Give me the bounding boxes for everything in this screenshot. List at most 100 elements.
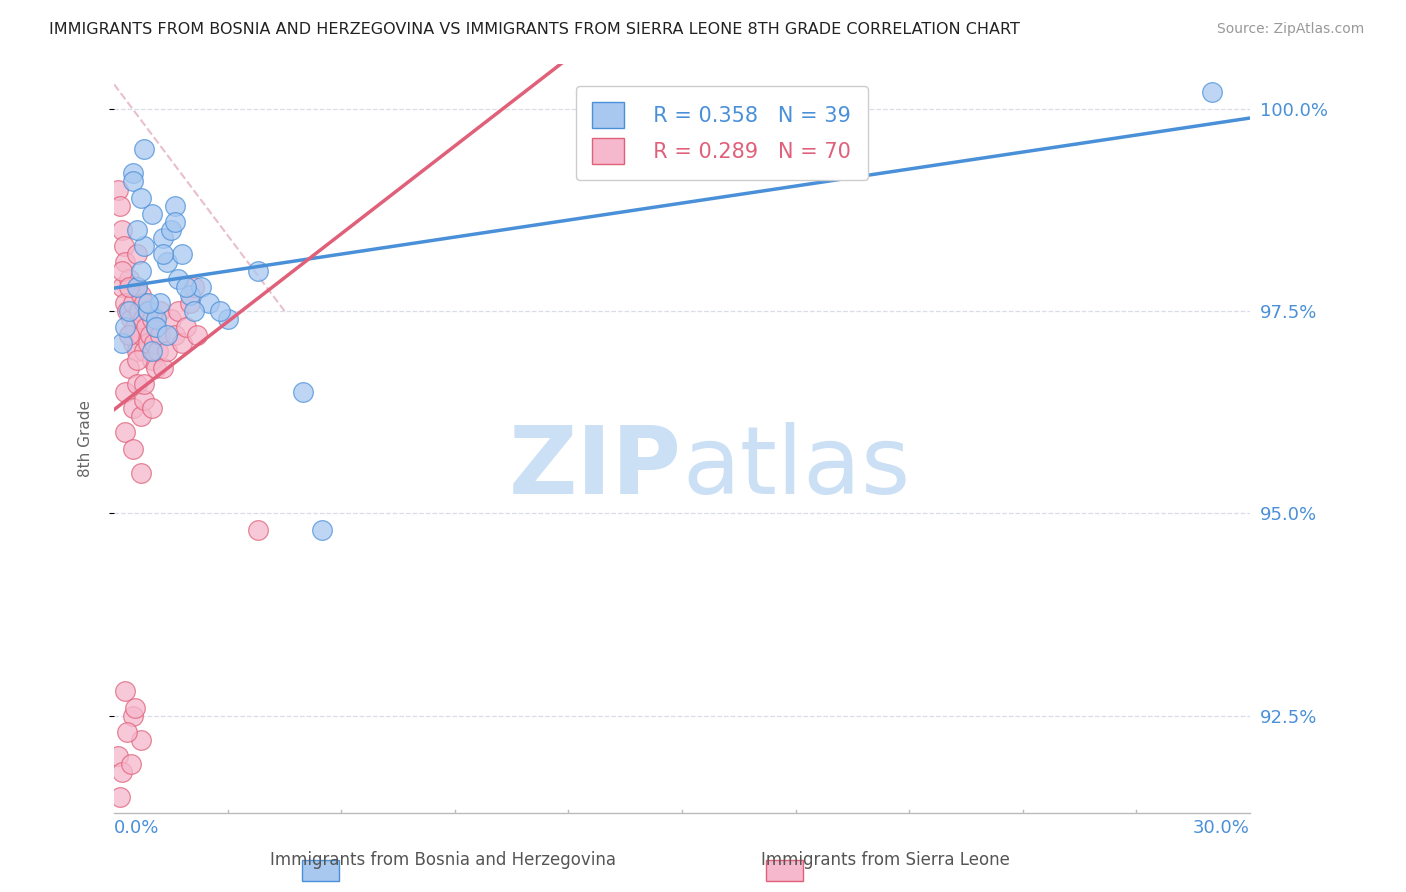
Point [111,336,134,351]
Point [129,409,152,424]
Point [134,142,156,156]
Point [148,296,170,310]
Point [114,255,136,269]
Point [131,312,153,326]
Point [160,223,183,237]
Point [172,247,194,261]
Point [803,110,825,124]
Point [108,789,131,804]
Point [107,182,129,196]
Point [163,328,186,343]
Y-axis label: 8th Grade: 8th Grade [79,400,93,477]
Point [174,320,197,334]
Point [136,304,159,318]
Point [124,700,146,714]
Point [146,344,169,359]
Point [145,360,167,375]
Point [120,312,142,326]
Point [118,360,141,375]
Text: 30.0%: 30.0% [1194,820,1250,838]
Point [141,207,163,221]
Point [128,304,150,318]
Point [129,287,152,301]
Point [125,352,148,367]
Point [112,239,135,253]
Text: atlas: atlas [682,423,910,515]
Point [129,466,152,480]
Point [179,287,201,301]
Point [1201,86,1223,100]
Point [118,271,141,285]
Point [152,231,174,245]
Point [217,312,239,326]
Point [108,199,131,213]
Text: Immigrants from Sierra Leone: Immigrants from Sierra Leone [761,851,1011,869]
Point [134,239,156,253]
Point [186,328,208,343]
Point [292,384,315,399]
Point [172,336,194,351]
Text: 0.0%: 0.0% [114,820,159,838]
Point [122,166,145,180]
Point [114,684,136,698]
Point [156,344,179,359]
Point [114,384,136,399]
Point [167,304,190,318]
Point [152,247,174,261]
Point [135,320,157,334]
Point [107,749,129,764]
Point [141,401,163,416]
Point [111,279,134,293]
Point [124,320,146,334]
Point [139,328,162,343]
Point [129,263,152,277]
Point [142,336,165,351]
Point [167,271,190,285]
Point [136,336,159,351]
Point [190,279,212,293]
Point [141,352,163,367]
Point [311,523,333,537]
Point [145,320,167,334]
Point [156,328,179,343]
Point [122,336,145,351]
Point [148,304,170,318]
Point [160,312,183,326]
Point [246,523,269,537]
Point [129,328,152,343]
Point [174,279,197,293]
Point [122,401,145,416]
Point [111,263,134,277]
Point [111,765,134,780]
Point [125,247,148,261]
Point [125,376,148,391]
Text: ZIP: ZIP [509,423,682,515]
Legend:   R = 0.358   N = 39,   R = 0.289   N = 70: R = 0.358 N = 39, R = 0.289 N = 70 [575,86,868,180]
Point [197,296,219,310]
Point [129,191,152,205]
Point [118,328,141,343]
Point [118,304,141,318]
Point [122,296,145,310]
Point [111,223,134,237]
Point [122,708,145,723]
Point [125,279,148,293]
Point [114,296,136,310]
Point [209,304,232,318]
Point [134,296,156,310]
Point [163,199,186,213]
Text: Immigrants from Bosnia and Herzegovina: Immigrants from Bosnia and Herzegovina [270,851,616,869]
Point [125,279,148,293]
Point [125,223,148,237]
Point [114,320,136,334]
Text: Source: ZipAtlas.com: Source: ZipAtlas.com [1216,22,1364,37]
Point [120,757,142,772]
Point [145,320,167,334]
Point [122,442,145,456]
Point [117,725,139,739]
Point [156,255,179,269]
Point [134,392,156,407]
Point [152,360,174,375]
Point [118,328,141,343]
Point [141,312,163,326]
